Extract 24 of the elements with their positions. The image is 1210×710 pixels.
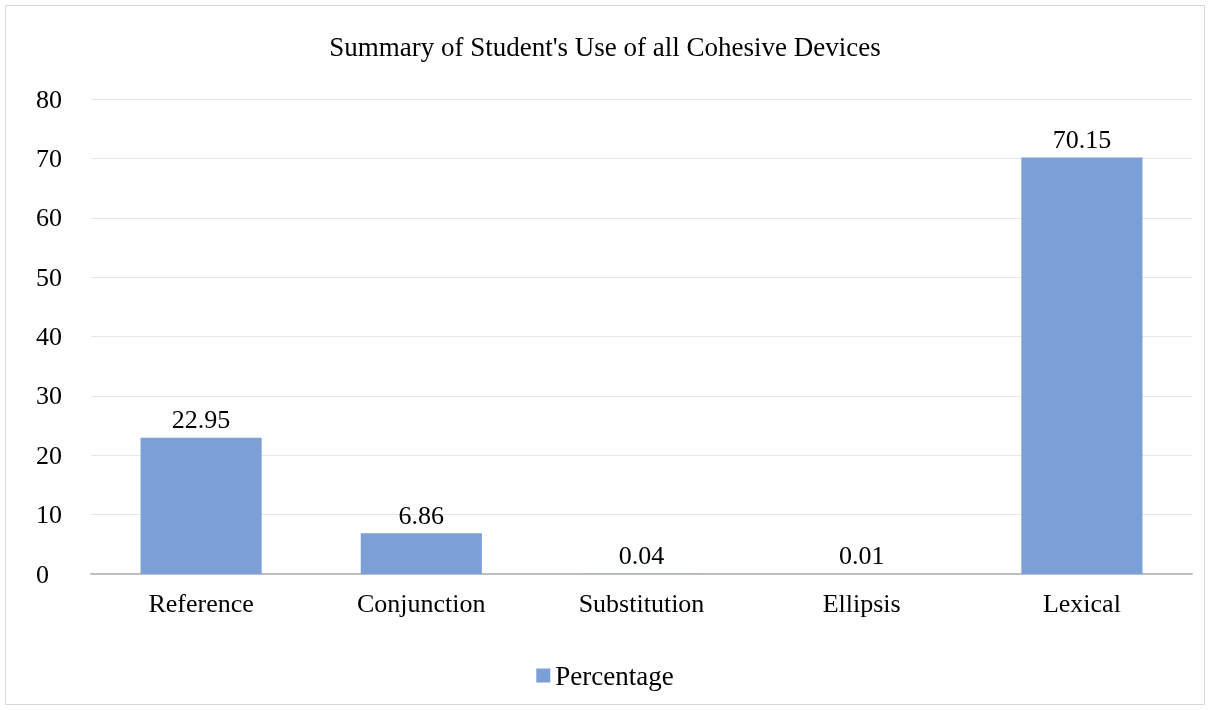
bar <box>1021 157 1143 574</box>
bar <box>140 437 262 574</box>
x-tick-label: Lexical <box>1042 588 1121 618</box>
x-tick-label: Ellipsis <box>822 588 901 618</box>
y-tick-label: 40 <box>36 322 62 351</box>
data-label: 6.86 <box>398 500 445 530</box>
y-tick-label: 10 <box>36 500 62 530</box>
y-tick-label: 30 <box>36 381 62 411</box>
data-label: 0.04 <box>618 541 665 571</box>
y-tick-label: 60 <box>36 203 62 233</box>
y-tick-label: 80 <box>36 84 62 114</box>
data-label: 22.95 <box>171 405 231 435</box>
data-label: 70.15 <box>1052 124 1112 154</box>
legend-label: Percentage <box>555 660 674 691</box>
y-tick-label: 70 <box>36 143 62 173</box>
x-tick-label: Conjunction <box>357 588 486 618</box>
bar <box>360 533 482 574</box>
x-tick-label: Reference <box>148 588 254 618</box>
chart-title: Summary of Student's Use of all Cohesive Devices <box>329 31 881 62</box>
y-tick-label: 50 <box>36 262 62 292</box>
data-label: 0.01 <box>838 541 885 571</box>
y-tick-label: 20 <box>36 440 62 470</box>
x-tick-label: Substitution <box>578 588 705 618</box>
y-tick-label: 0 <box>36 559 49 589</box>
